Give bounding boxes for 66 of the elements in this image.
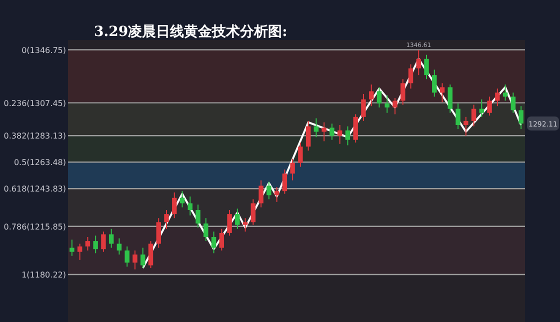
- candlestick: [211, 231, 216, 254]
- candlestick: [140, 247, 146, 269]
- candlestick: [235, 208, 240, 230]
- candlestick: [510, 92, 516, 114]
- ref-line-label: 0.5(1263.48): [14, 158, 66, 168]
- candlestick: [196, 204, 200, 228]
- candlestick: [77, 243, 82, 260]
- ref-line-label: 0.382(1283.13): [4, 132, 66, 141]
- candlestick: [180, 190, 185, 208]
- candlestick: [124, 246, 130, 268]
- candlestick: [148, 240, 154, 269]
- candlestick: [440, 82, 445, 103]
- candlestick: [282, 169, 288, 194]
- candlestick: [93, 235, 98, 254]
- ref-line-label: 0.786(1215.85): [4, 222, 66, 232]
- candlestick: [227, 210, 232, 236]
- candlestick: [258, 180, 264, 208]
- ref-line-label: 0(1346.75): [22, 46, 66, 55]
- candlestick: [85, 236, 90, 251]
- candlestick: [502, 84, 508, 102]
- candlestick: [156, 218, 161, 248]
- candlestick: [392, 98, 398, 115]
- ref-line-label: 0.236(1307.45): [4, 98, 66, 108]
- candlestick: [487, 96, 492, 116]
- candlestick: [384, 94, 390, 114]
- candlestick: [471, 104, 476, 127]
- candlestick: [400, 78, 406, 106]
- candlestick: [250, 198, 256, 226]
- candlestick: [274, 186, 280, 202]
- candlestick: [361, 93, 366, 122]
- candlestick: [306, 120, 311, 152]
- ref-line-label: 0.618(1243.83): [4, 184, 66, 194]
- candlestick: [242, 218, 248, 232]
- candlestick: [70, 239, 74, 256]
- candlestick: [456, 102, 460, 130]
- candlestick: [298, 142, 303, 168]
- candlestick: [322, 122, 326, 142]
- candlestick: [518, 106, 524, 130]
- candlestick: [314, 118, 319, 138]
- candlestick: [219, 228, 224, 251]
- candlestick: [368, 84, 374, 107]
- candlestick: [345, 126, 350, 146]
- ref-line-label: 1(1180.22): [22, 270, 66, 280]
- candlestick: [132, 250, 138, 270]
- candlestick: [424, 54, 429, 80]
- candlestick: [495, 88, 500, 107]
- candlestick: [116, 238, 122, 256]
- candlestick: [204, 218, 208, 242]
- candlestick: [290, 158, 295, 181]
- candlestick: [464, 116, 468, 136]
- candlestick: [432, 69, 437, 98]
- candlestick: [330, 123, 334, 140]
- candlestick: [172, 192, 177, 219]
- candlestick: [266, 181, 272, 200]
- candlestick: [416, 49, 421, 76]
- candlestick: [408, 64, 414, 90]
- candlestick: [479, 98, 484, 118]
- candlestick: [108, 228, 114, 248]
- candlestick: [101, 231, 106, 252]
- candlestick: [376, 86, 382, 108]
- candlestick: [188, 196, 192, 216]
- candlestick: [448, 84, 453, 114]
- candlestick: [353, 114, 358, 144]
- chart-title: 3.29凌晨日线黄金技术分析图:: [94, 24, 288, 40]
- candlestick: [164, 210, 169, 230]
- candlestick: [337, 124, 342, 144]
